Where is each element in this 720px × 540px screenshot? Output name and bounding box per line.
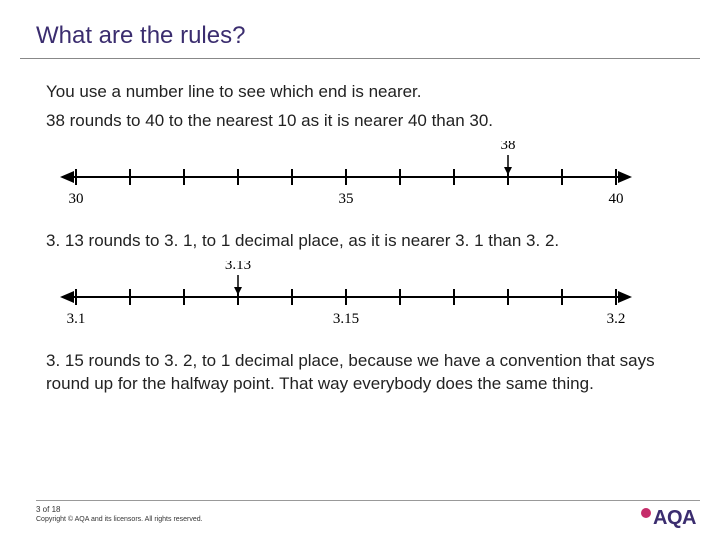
numberline-1: 30 35 40 38 (46, 141, 646, 211)
logo-text: AQA (653, 507, 696, 529)
svg-text:3.1: 3.1 (67, 311, 86, 327)
aqa-logo: AQA (641, 507, 696, 530)
slide-title: What are the rules? (0, 0, 720, 58)
numberline-2-wrap: 3.1 3.15 3.2 3.13 (46, 261, 680, 336)
footer: 3 of 18 Copyright © AQA and its licensor… (0, 494, 720, 540)
svg-text:3.13: 3.13 (225, 261, 251, 273)
svg-text:30: 30 (69, 191, 84, 207)
numberline-2: 3.1 3.15 3.2 3.13 (46, 261, 646, 331)
svg-text:3.2: 3.2 (607, 311, 626, 327)
footer-divider (36, 500, 700, 501)
numberline-1-wrap: 30 35 40 38 (46, 141, 680, 216)
svg-text:35: 35 (339, 191, 354, 207)
paragraph-3: 3. 15 rounds to 3. 2, to 1 decimal place… (46, 350, 680, 396)
logo-dot-icon (641, 508, 651, 518)
paragraph-1-line-1: You use a number line to see which end i… (46, 81, 680, 104)
page-number: 3 of 18 (36, 505, 700, 514)
content-area: You use a number line to see which end i… (0, 59, 720, 396)
svg-text:40: 40 (609, 191, 624, 207)
copyright-text: Copyright © AQA and its licensors. All r… (36, 516, 700, 523)
paragraph-1-line-2: 38 rounds to 40 to the nearest 10 as it … (46, 110, 680, 133)
paragraph-2: 3. 13 rounds to 3. 1, to 1 decimal place… (46, 230, 680, 253)
svg-text:38: 38 (501, 141, 516, 153)
svg-text:3.15: 3.15 (333, 311, 359, 327)
